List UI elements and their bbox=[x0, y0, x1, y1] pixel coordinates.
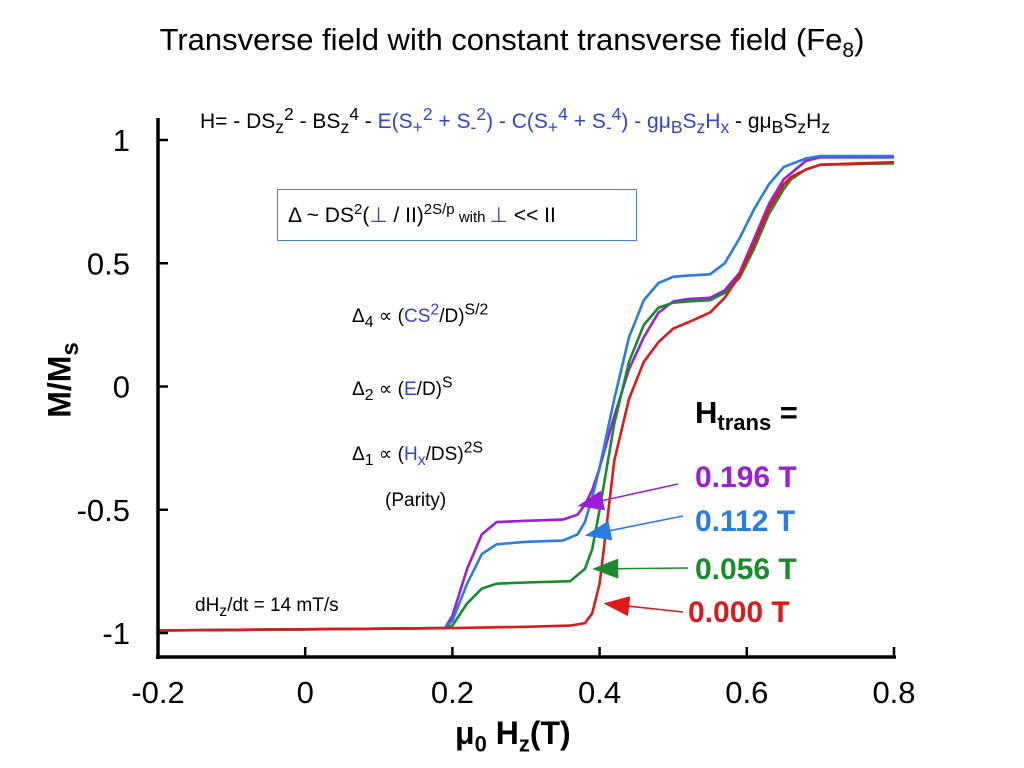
tunnel-splitting-box: Δ ~ DS2(⊥ / II)2S/p with ⊥ << II bbox=[277, 189, 637, 241]
legend-arrow-head-3 bbox=[603, 596, 631, 617]
legend-arrow-head-1 bbox=[584, 520, 613, 541]
delta1-relation: Δ1 ∝ (Hx/DS)2S bbox=[352, 439, 484, 469]
legend-arrow-head-2 bbox=[592, 558, 619, 579]
x-tick-label: -0.2 bbox=[131, 675, 184, 710]
legend-arrow-line-0 bbox=[595, 483, 679, 503]
legend-arrow-line-3 bbox=[621, 604, 684, 613]
y-axis-label: M/Ms bbox=[41, 342, 84, 418]
y-tick-label: 0 bbox=[113, 370, 130, 405]
legend-entry-0-056: 0.056 T bbox=[695, 553, 797, 586]
legend-arrows bbox=[577, 483, 689, 617]
series-line-3 bbox=[157, 160, 895, 632]
series-line-2 bbox=[157, 162, 895, 632]
parity-label: (Parity) bbox=[385, 490, 447, 511]
chart-title: Transverse field with constant transvers… bbox=[159, 22, 865, 63]
tick-labels: -0.2 0 0.2 0.4 0.6 0.8 1 0.5 0 -0.5 -1 bbox=[77, 123, 916, 710]
delta4-relation: Δ4 ∝ (CS2/D)S/2 bbox=[352, 301, 489, 331]
x-tick-label: 0.2 bbox=[431, 675, 474, 710]
hamiltonian-equation: H= - DSz2 - BSz4 - E(S+2 + S-2) - C(S+4 … bbox=[200, 104, 831, 138]
y-tick-label: 1 bbox=[113, 123, 130, 158]
x-tick-label: 0.6 bbox=[725, 675, 768, 710]
y-tick-label: -0.5 bbox=[77, 493, 130, 528]
legend-entry-0-112: 0.112 T bbox=[695, 505, 796, 538]
legend-arrow-head-0 bbox=[577, 490, 606, 511]
legend-entry-0-000: 0.000 T bbox=[688, 596, 790, 629]
x-tick-label: 0.4 bbox=[578, 675, 621, 710]
legend-entry-0-196: 0.196 T bbox=[695, 461, 797, 494]
sweep-rate-label: dHz/dt = 14 mT/s bbox=[195, 595, 339, 620]
axes bbox=[156, 118, 896, 659]
magnetization-curves bbox=[157, 154, 895, 632]
legend-arrow-line-2 bbox=[610, 567, 689, 570]
legend-title: Htrans = bbox=[695, 395, 798, 436]
x-tick-label: 0.8 bbox=[872, 675, 915, 710]
x-tick-label: 0 bbox=[297, 675, 314, 710]
y-tick-label: 0.5 bbox=[87, 246, 130, 281]
series-line-1 bbox=[157, 154, 894, 632]
x-axis-label: μ0 Hz(T) bbox=[455, 715, 571, 757]
delta2-relation: Δ2 ∝ (E/D)S bbox=[352, 374, 453, 404]
y-tick-label: -1 bbox=[102, 616, 130, 651]
legend-arrow-line-1 bbox=[602, 515, 684, 533]
